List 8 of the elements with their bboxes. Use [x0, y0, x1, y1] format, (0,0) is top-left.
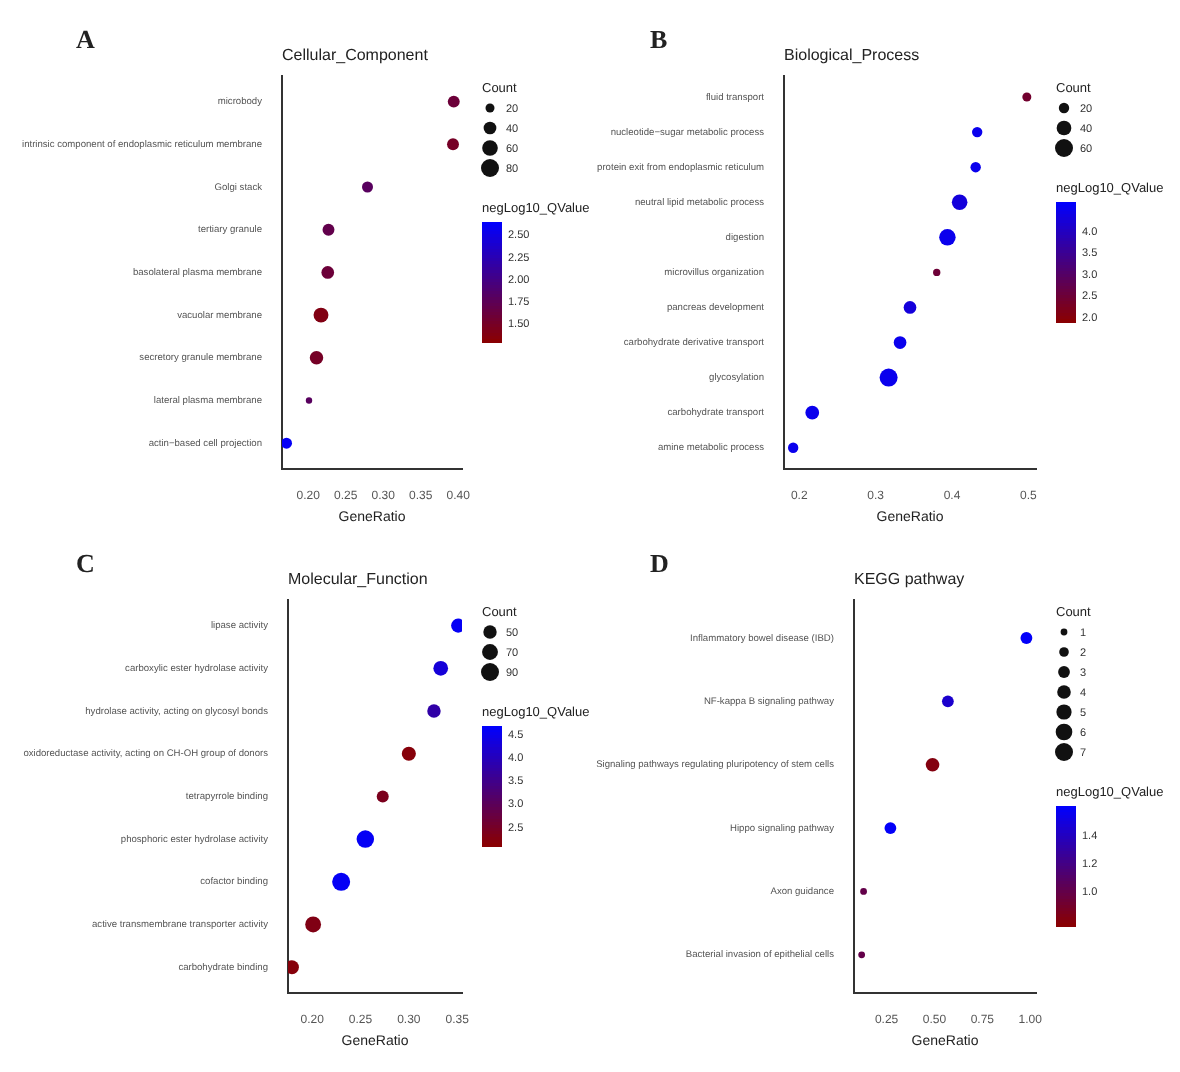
text: D [650, 548, 669, 578]
text: A [76, 24, 96, 54]
chart-title: KEGG pathway [854, 570, 965, 588]
chart-title: Molecular_Function [288, 570, 428, 588]
text: B [650, 24, 668, 54]
chart-title: Cellular_Component [282, 46, 430, 64]
text: C [76, 548, 95, 578]
chart-title: Biological_Process [784, 46, 920, 64]
